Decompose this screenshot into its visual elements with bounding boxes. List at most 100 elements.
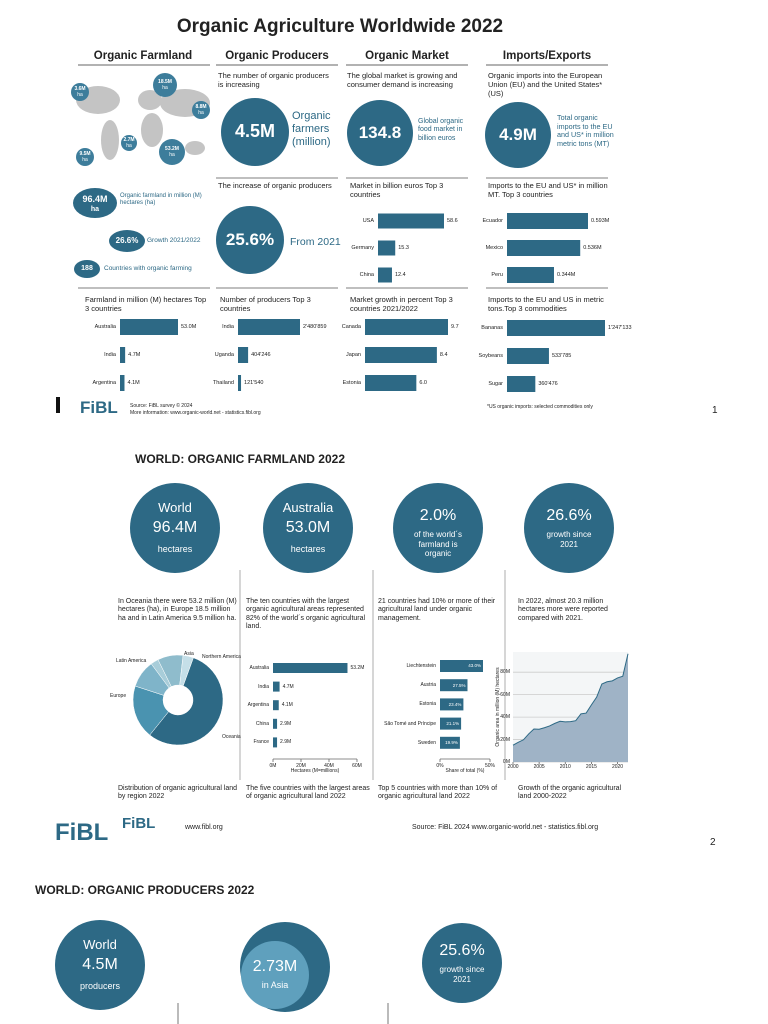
bar (378, 213, 444, 229)
bar-label: Japan (346, 351, 361, 358)
bar-label: Germany (351, 244, 374, 251)
text: The number of organic producers is incre… (218, 71, 329, 89)
axis-label: Organic area in million (M) hectares (495, 667, 501, 747)
paragraph: In 2022, almost 20.3 million hectares mo… (518, 598, 608, 622)
logo: FiBL (122, 815, 156, 832)
text: 4.9M (499, 124, 537, 144)
y-tick-label: 40M (500, 714, 510, 721)
bar-label: Mexico (485, 244, 503, 251)
bar (120, 375, 125, 391)
text: World (158, 500, 192, 516)
bar-label: USA (362, 217, 374, 224)
bar (507, 267, 554, 283)
value-label: 58.6 (447, 217, 458, 224)
bar-label: Peru (491, 271, 503, 278)
text: Organic imports into the European Union … (488, 71, 603, 98)
x-tick-label: 2010 (559, 764, 571, 770)
text: 26.6% (115, 236, 139, 246)
text: Market in billion euros Top 3 countries (350, 181, 444, 199)
paragraph: In Oceania there were 53.2 million (M) h… (118, 598, 237, 622)
map-bubble (192, 101, 210, 119)
stat-circle (393, 483, 483, 573)
text: 96.4M (82, 193, 108, 204)
bar (365, 375, 417, 391)
slice-label: Latin America (116, 658, 147, 664)
map-value: 18.5M (158, 79, 172, 85)
bar (507, 348, 549, 364)
bar (365, 347, 437, 363)
map-bubble (159, 139, 185, 165)
bar (365, 319, 448, 335)
bar (273, 681, 280, 692)
text: Global organic food market in billion eu… (418, 118, 464, 142)
text: Countries with organic farming (104, 265, 192, 273)
map-unit: ha (82, 157, 88, 163)
bar-label: India (104, 351, 116, 358)
bar-label: China (359, 271, 374, 278)
bar (120, 347, 126, 363)
text: Farmland in million (M) hectares Top 3 c… (85, 295, 207, 313)
title: Organic Agriculture Worldwide 2022 (176, 16, 504, 37)
map-value: 2.7M (123, 137, 135, 143)
stat-circle (422, 923, 502, 1003)
bar (273, 737, 278, 748)
text: 4.5M (82, 956, 118, 974)
stat-circle (130, 483, 220, 573)
circle (347, 100, 413, 166)
value-label: 0.536M (583, 244, 602, 251)
bar (507, 240, 581, 256)
map-value: 8.8M (195, 104, 207, 110)
text: hectares (157, 543, 193, 554)
map-bubble (76, 148, 94, 166)
bar-label: Sugar (488, 380, 503, 387)
bar-label: Thailand (212, 379, 234, 386)
text: 188 (81, 264, 93, 272)
x-tick-label: 40M (324, 763, 334, 769)
caption: Distribution of organic agricultural lan… (118, 785, 238, 801)
value-label: 2'480'859 (303, 323, 327, 330)
map-shape (101, 120, 119, 160)
text: From 2021 (290, 235, 341, 248)
bar-label: Estonia (342, 379, 361, 386)
slice-label: Asia (184, 651, 194, 657)
text: 26.6% (546, 507, 592, 525)
value-label: 53.0M (181, 323, 197, 330)
bar-label: Ecuador (482, 217, 504, 224)
logo: FiBL (55, 819, 109, 846)
value-label: 2.9M (280, 739, 292, 746)
stat-circle (55, 920, 145, 1010)
value-label: 23.4% (448, 701, 462, 707)
text: Australia (282, 500, 334, 516)
stat-circle-inner (241, 941, 309, 1009)
bar (378, 267, 392, 283)
bar (378, 240, 396, 256)
value-label: 1'247'133 (608, 324, 632, 331)
bar (440, 698, 464, 711)
map-unit: ha (126, 143, 132, 149)
bar-label: India (222, 323, 234, 330)
line (512, 653, 629, 746)
bar (440, 717, 462, 730)
bar-label: China (255, 720, 269, 727)
map-value: 3.6M (74, 86, 86, 92)
value-label: 19.9% (445, 740, 458, 746)
text: World (83, 937, 117, 953)
value-label: 360'476 (538, 380, 558, 387)
value-label: 6.0 (419, 379, 427, 386)
text: 25.6% (225, 229, 275, 249)
text: ha (90, 205, 100, 213)
map-shape (141, 113, 163, 147)
map-bubble (121, 135, 137, 151)
bar-label: Liechtenstein (406, 663, 436, 669)
title: WORLD: ORGANIC FARMLAND 2022 (135, 452, 346, 466)
slice-label: Northern America (202, 654, 241, 660)
value-label: 43.0% (468, 663, 481, 669)
value-label: 0.344M (556, 271, 576, 278)
slice-label: Europe (110, 693, 127, 699)
text: producers (79, 980, 121, 991)
x-tick-label: 50% (484, 763, 495, 769)
bubble (73, 188, 117, 218)
map-unit: ha (169, 152, 175, 158)
